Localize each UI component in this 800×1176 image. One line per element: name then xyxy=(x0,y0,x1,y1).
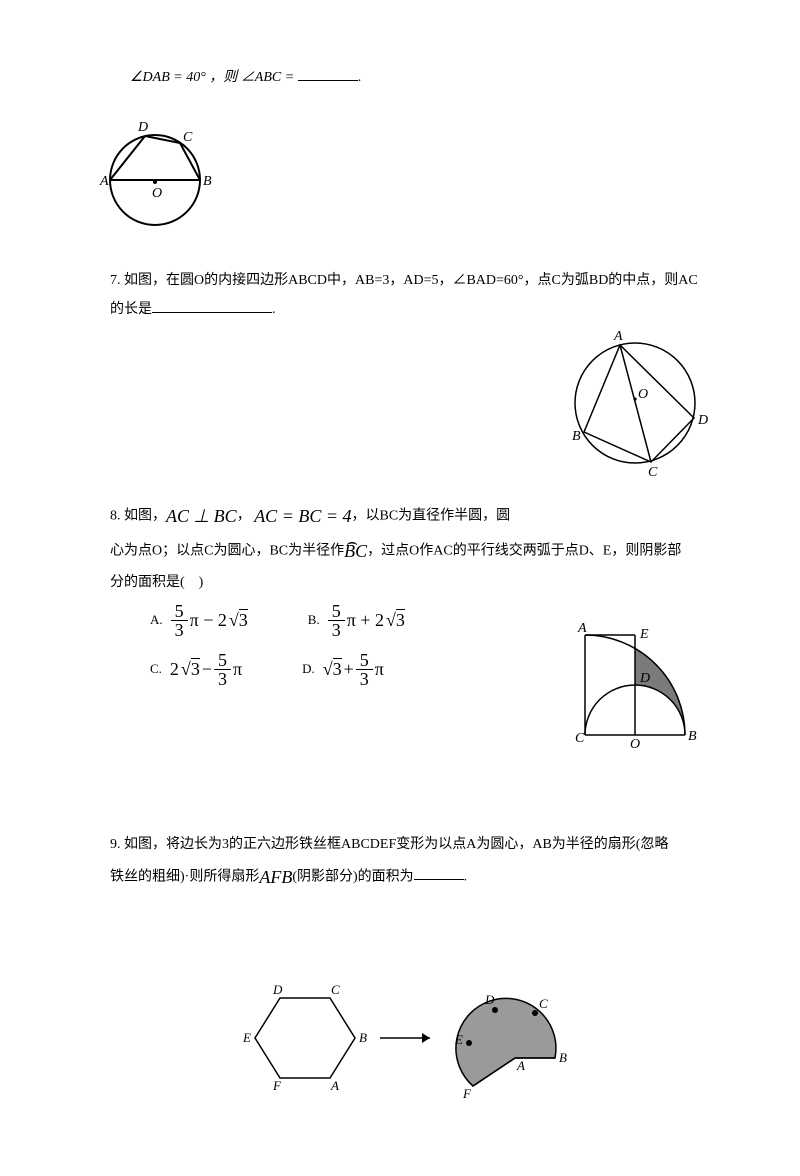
q6-line: ∠DAB = 40° ，则 ∠ABC = . xyxy=(130,66,720,89)
q9-figure: D C B A F E A B C D E F xyxy=(110,958,720,1116)
q9-line2: 铁丝的粗细)·则所得扇形AFB(阴影部分)的面积为. xyxy=(110,863,720,892)
svg-text:A: A xyxy=(516,1058,525,1073)
svg-text:D: D xyxy=(697,413,708,428)
q9-blank xyxy=(414,865,464,880)
svg-text:C: C xyxy=(183,130,193,145)
q6-figure: A B C D O xyxy=(90,115,720,243)
q9-t2b: (阴影部分)的面积为 xyxy=(292,869,413,884)
svg-text:E: E xyxy=(639,627,649,642)
q7-line2: 的长是 xyxy=(110,302,152,317)
svg-text:E: E xyxy=(242,1030,251,1045)
q7-num: 7. xyxy=(110,273,121,288)
q8-line2: 心为点O；以点C为圆心，BC为半径作⌢BC，过点O作AC的平行线交两弧于点D、E… xyxy=(110,537,720,566)
svg-text:B: B xyxy=(572,429,581,444)
svg-text:B: B xyxy=(203,174,212,189)
svg-text:C: C xyxy=(331,982,340,997)
q7-figure: A B C D O xyxy=(550,328,720,486)
q8-optA-label: A. xyxy=(150,610,169,631)
svg-text:E: E xyxy=(454,1032,463,1047)
q7-text: 7. 如图，在圆O的内接四边形ABCD中，AB=3，AD=5，∠BAD=60°，… xyxy=(110,270,720,292)
q8-line1: 8. 如图，AC ⊥ BC， AC = BC = 4，以BC为直径作半圆，圆 xyxy=(110,502,720,531)
q9-t2a: 铁丝的粗细)·则所得扇形 xyxy=(110,869,259,884)
svg-text:D: D xyxy=(137,120,148,135)
q8-optD-label: D. xyxy=(302,659,321,680)
q8-t1: 如图， xyxy=(124,509,166,524)
svg-text:A: A xyxy=(613,329,623,344)
svg-text:A: A xyxy=(577,621,587,636)
svg-text:D: D xyxy=(272,982,283,997)
svg-text:B: B xyxy=(559,1050,567,1065)
q9-t1: 如图，将边长为3的正六边形铁丝框ABCDEF变形为以点A为圆心，AB为半径的扇形… xyxy=(124,837,668,852)
q6-period: . xyxy=(358,70,362,85)
svg-text:D: D xyxy=(484,992,495,1007)
svg-text:C: C xyxy=(648,465,658,478)
q7-blank xyxy=(152,298,272,313)
q8-num: 8. xyxy=(110,509,121,524)
svg-text:A: A xyxy=(99,174,109,189)
q8-figure: A B C D E O xyxy=(560,610,720,758)
svg-text:O: O xyxy=(638,387,648,402)
q8-t3: 分的面积是( ) xyxy=(110,575,203,590)
q8-t2a: 心为点O；以点C为圆心，BC为半径作 xyxy=(110,543,344,558)
q9-line1: 9. 如图，将边长为3的正六边形铁丝框ABCDEF变形为以点A为圆心，AB为半径… xyxy=(110,834,720,856)
q7-period: . xyxy=(272,302,276,317)
svg-text:C: C xyxy=(539,996,548,1011)
svg-text:D: D xyxy=(639,671,650,686)
q6-blank xyxy=(298,66,358,81)
svg-text:B: B xyxy=(359,1030,367,1045)
svg-text:F: F xyxy=(272,1078,282,1093)
q8-e1: AC ⊥ BC xyxy=(166,506,237,526)
svg-text:O: O xyxy=(630,737,640,750)
svg-text:A: A xyxy=(330,1078,339,1093)
q7-text2: 的长是. xyxy=(110,298,720,321)
q8-optB-label: B. xyxy=(308,610,326,631)
svg-text:O: O xyxy=(152,186,162,201)
q8-c1: ， xyxy=(237,509,251,524)
q9-period: . xyxy=(464,869,468,884)
q8-line3: 分的面积是( ) xyxy=(110,572,720,594)
q8-t1b: ，以BC为直径作半圆，圆 xyxy=(351,509,510,524)
svg-text:C: C xyxy=(575,731,585,746)
q9-afb: AFB xyxy=(259,867,292,887)
q8-optC-label: C. xyxy=(150,659,168,680)
svg-text:B: B xyxy=(688,729,697,744)
q6-expr: ∠DAB = 40° ，则 ∠ABC = xyxy=(130,70,298,85)
q8-e2: AC = BC = 4 xyxy=(254,506,351,526)
q7-line1: 如图，在圆O的内接四边形ABCD中，AB=3，AD=5，∠BAD=60°，点C为… xyxy=(124,273,698,288)
q8-t2b: ，过点O作AC的平行线交两弧于点D、E，则阴影部 xyxy=(367,543,681,558)
q9-num: 9. xyxy=(110,837,121,852)
svg-text:F: F xyxy=(462,1086,472,1101)
